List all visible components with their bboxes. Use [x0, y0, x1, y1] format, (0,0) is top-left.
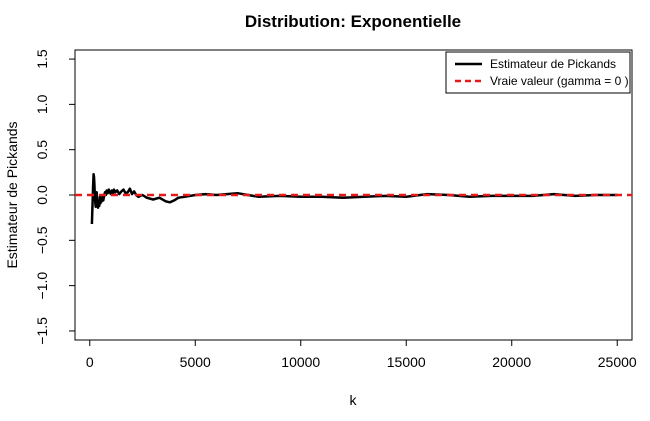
legend-box — [445, 51, 631, 94]
plot-area — [75, 172, 632, 225]
chart-title: Distribution: Exponentielle — [245, 12, 461, 31]
y-tick-label: −1.0 — [34, 272, 50, 300]
series-line-pickands — [90, 172, 618, 225]
y-tick-label: −1.5 — [34, 317, 50, 345]
legend-label-pickands: Estimateur de Pickands — [490, 57, 616, 71]
x-tick-label: 5000 — [180, 354, 211, 370]
y-tick-label: −0.5 — [34, 226, 50, 254]
x-tick-label: 10000 — [281, 354, 320, 370]
x-tick-label: 0 — [86, 354, 94, 370]
legend-label-true-value: Vraie valeur (gamma = 0 ) — [490, 74, 629, 88]
x-axis: 0 5000 10000 15000 20000 25000 — [86, 340, 637, 370]
y-tick-label: 1.5 — [34, 49, 50, 69]
x-axis-label: k — [350, 392, 358, 408]
x-tick-label: 15000 — [387, 354, 426, 370]
x-tick-label: 20000 — [492, 354, 531, 370]
y-tick-label: 0.0 — [34, 185, 50, 205]
y-tick-label: 1.0 — [34, 94, 50, 114]
x-tick-label: 25000 — [598, 354, 637, 370]
y-tick-label: 0.5 — [34, 140, 50, 160]
y-axis: −1.5 −1.0 −0.5 0.0 0.5 1.0 1.5 — [34, 49, 75, 345]
y-axis-label: Estimateur de Pickands — [4, 121, 20, 268]
legend: Estimateur de Pickands Vraie valeur (gam… — [445, 51, 631, 94]
